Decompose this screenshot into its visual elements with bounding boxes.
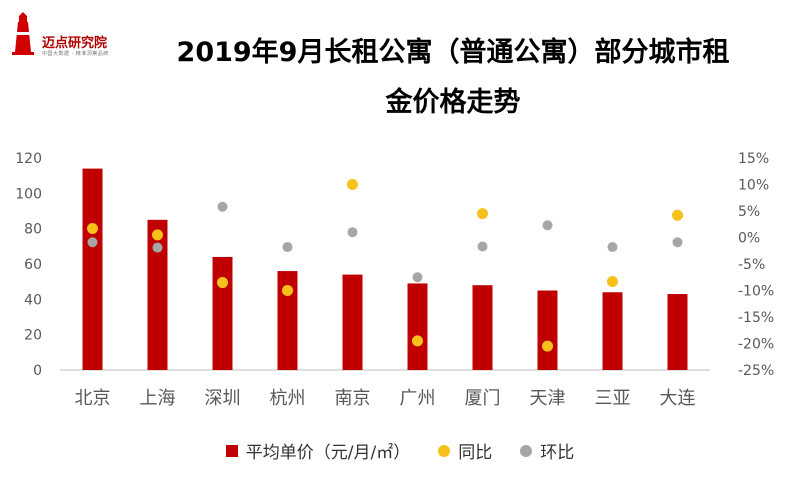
bar-avg-price: [407, 283, 428, 370]
x-tick-label: 三亚: [595, 388, 631, 409]
legend-label-mom: 环比: [540, 443, 575, 463]
lighthouse-icon: [12, 12, 34, 55]
point-mom: [477, 241, 488, 252]
point-yoy: [672, 209, 683, 221]
bar-avg-price: [667, 294, 688, 370]
bar-avg-price: [147, 219, 168, 370]
bar-avg-price: [342, 274, 363, 370]
bar-avg-price: [277, 271, 298, 370]
point-mom: [87, 237, 98, 248]
x-tick-label: 天津: [530, 388, 566, 409]
y-left-tick-label: 100: [15, 186, 42, 202]
y-right-tick-label: 10%: [738, 178, 769, 194]
y-right-tick-label: 15%: [738, 151, 769, 167]
y-right-tick-label: -5%: [738, 257, 765, 273]
bar-avg-price: [212, 256, 233, 370]
combo-chart: 0 20 40 60 80 100 120 -25% -20% -15% -10% -5% 0% 5% 10…: [15, 151, 774, 409]
point-mom: [217, 201, 228, 212]
y-left-tick-label: 60: [24, 257, 42, 273]
logo-text: 迈点研究院: [42, 36, 108, 51]
legend-item-avg-price: 平均单价（元/月/㎡）: [225, 438, 411, 463]
legend-swatch-mom: [520, 444, 533, 457]
y-right-tick-label: -10%: [738, 284, 774, 300]
bar-avg-price: [602, 292, 623, 370]
legend-swatch-bar: [225, 444, 238, 457]
point-yoy: [542, 340, 553, 352]
chart-title: 2019年9月长租公寓（普通公寓）部分城市租 金价格走势: [118, 28, 788, 128]
point-mom: [542, 220, 553, 231]
y-right-tick-label: -15%: [738, 310, 774, 326]
y-left-tick-label: 20: [24, 328, 42, 344]
x-tick-label: 深圳: [205, 388, 241, 409]
bar-avg-price: [472, 285, 493, 370]
legend-label-avg-price: 平均单价（元/月/㎡）: [245, 443, 411, 463]
x-tick-label: 北京: [75, 388, 111, 409]
point-yoy: [347, 179, 358, 190]
point-yoy: [87, 222, 98, 234]
x-tick-label: 厦门: [465, 388, 501, 409]
y-right-tick-label: 5%: [738, 204, 760, 220]
legend-swatch-yoy: [438, 444, 451, 457]
y-right-tick-label: -25%: [738, 363, 774, 379]
x-tick-label: 南京: [335, 388, 371, 409]
point-yoy: [217, 277, 228, 289]
point-mom: [607, 242, 618, 253]
point-mom: [282, 242, 293, 253]
x-tick-label: 大连: [660, 388, 696, 409]
point-yoy: [152, 229, 163, 241]
y-right-tick-label: -20%: [738, 337, 774, 353]
point-yoy: [607, 275, 618, 287]
point-yoy: [282, 285, 293, 296]
x-tick-label: 上海: [140, 388, 176, 409]
y-right-tick-label: 0%: [738, 231, 760, 247]
point-mom: [412, 272, 423, 283]
point-yoy: [477, 208, 488, 220]
legend-label-yoy: 同比: [458, 443, 493, 463]
title-line-2: 金价格走势: [385, 87, 521, 118]
point-yoy: [412, 335, 423, 347]
x-tick-label: 广州: [400, 388, 436, 409]
logo-subtitle: 中国大数据 · 精准洞察品牌: [42, 51, 109, 57]
point-mom: [672, 237, 683, 248]
bar-avg-price: [82, 168, 103, 370]
bar-avg-price: [537, 290, 558, 370]
point-mom: [347, 227, 358, 238]
logo: 迈点研究院 中国大数据 · 精准洞察品牌: [8, 8, 118, 60]
point-mom: [152, 242, 163, 253]
y-left-tick-label: 80: [24, 222, 42, 238]
chart-legend: 平均单价（元/月/㎡） 同比 环比: [0, 438, 800, 463]
legend-item-yoy: 同比: [438, 438, 492, 463]
y-left-tick-label: 40: [24, 292, 42, 308]
title-line-1: 2019年9月长租公寓（普通公寓）部分城市租: [176, 37, 730, 68]
legend-item-mom: 环比: [520, 438, 574, 463]
y-left-tick-label: 0: [33, 363, 42, 379]
y-left-tick-label: 120: [15, 151, 42, 167]
x-tick-label: 杭州: [270, 388, 306, 409]
